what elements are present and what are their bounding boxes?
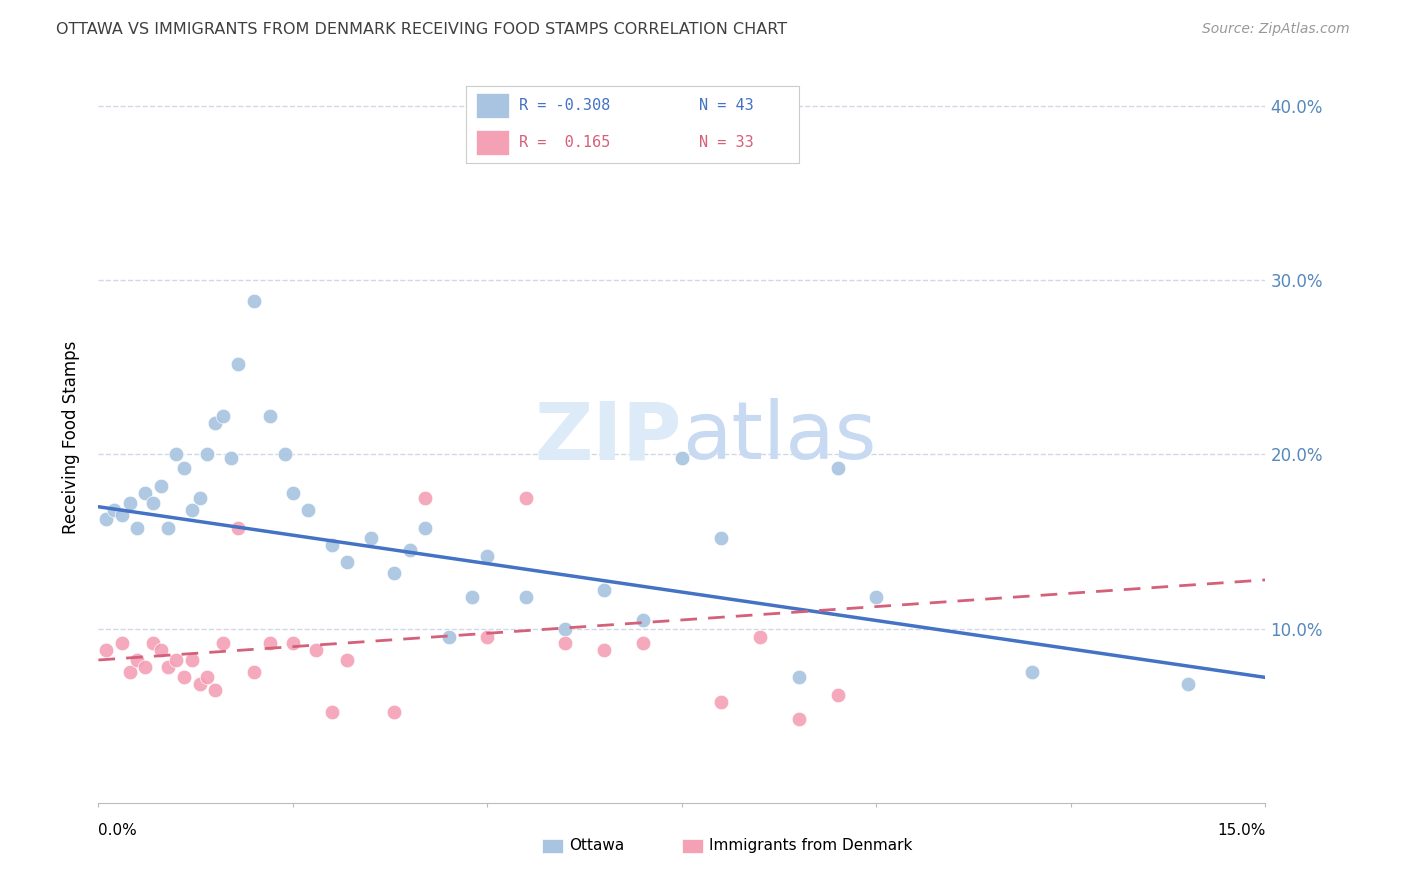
Text: Immigrants from Denmark: Immigrants from Denmark (709, 838, 912, 854)
Point (593, 583, 616, 598)
Text: OTTAWA VS IMMIGRANTS FROM DENMARK RECEIVING FOOD STAMPS CORRELATION CHART: OTTAWA VS IMMIGRANTS FROM DENMARK RECEIV… (56, 22, 787, 37)
Text: Ottawa: Ottawa (568, 838, 624, 854)
Point (149, 642, 172, 657)
Point (204, 416, 226, 430)
Point (671, 450, 693, 465)
Point (96, 512, 118, 526)
Point (127, 653, 149, 667)
Point (281, 485, 304, 500)
Bar (682, 839, 703, 853)
Point (827, 688, 849, 702)
Point (360, 531, 382, 545)
Point (413, 491, 436, 505)
Point (127, 521, 149, 535)
Point (593, 642, 616, 657)
Point (212, 409, 235, 424)
Point (219, 450, 242, 465)
Point (382, 566, 405, 580)
Point (1021, 665, 1043, 680)
Point (142, 496, 165, 510)
Point (336, 556, 359, 570)
Point (180, 653, 202, 667)
Point (281, 635, 304, 649)
Point (228, 521, 250, 535)
Point (515, 491, 537, 505)
Point (710, 695, 733, 709)
Point (477, 631, 499, 645)
Point (195, 448, 218, 462)
Point (180, 503, 202, 517)
Point (259, 409, 281, 424)
Point (243, 294, 266, 309)
Point (631, 635, 654, 649)
Point (96, 642, 118, 657)
Point (212, 635, 235, 649)
Point (118, 665, 141, 680)
Point (195, 670, 218, 684)
Point (274, 448, 297, 462)
Point (477, 549, 499, 563)
Text: Source: ZipAtlas.com: Source: ZipAtlas.com (1202, 22, 1350, 37)
Point (134, 660, 156, 674)
Point (554, 635, 576, 649)
Point (382, 705, 405, 719)
Point (243, 665, 266, 680)
Point (413, 521, 436, 535)
Bar (541, 839, 562, 853)
Point (188, 491, 211, 505)
Point (305, 642, 328, 657)
Point (461, 591, 484, 605)
Point (111, 635, 134, 649)
Point (111, 508, 134, 523)
Point (188, 677, 211, 691)
Point (748, 631, 770, 645)
Point (1177, 677, 1199, 691)
Point (554, 622, 576, 636)
Point (827, 461, 849, 475)
Point (259, 635, 281, 649)
Text: ZIP: ZIP (534, 398, 682, 476)
Text: 15.0%: 15.0% (1218, 823, 1265, 838)
Point (437, 631, 460, 645)
Point (787, 712, 810, 726)
Point (165, 653, 187, 667)
Point (398, 543, 420, 558)
Text: atlas: atlas (682, 398, 876, 476)
Point (173, 670, 195, 684)
Point (134, 485, 156, 500)
Point (149, 479, 172, 493)
Text: 0.0%: 0.0% (98, 823, 138, 838)
Point (157, 660, 180, 674)
Point (631, 613, 654, 627)
Point (204, 682, 226, 697)
Point (336, 653, 359, 667)
Point (321, 705, 343, 719)
Point (710, 531, 733, 545)
Y-axis label: Receiving Food Stamps: Receiving Food Stamps (62, 341, 80, 533)
Point (515, 591, 537, 605)
Point (118, 496, 141, 510)
Point (787, 670, 810, 684)
Point (103, 503, 125, 517)
Point (228, 357, 250, 371)
Point (173, 461, 195, 475)
Point (142, 635, 165, 649)
Point (321, 538, 343, 552)
Point (157, 521, 180, 535)
Point (297, 503, 319, 517)
Point (865, 591, 887, 605)
Point (165, 448, 187, 462)
